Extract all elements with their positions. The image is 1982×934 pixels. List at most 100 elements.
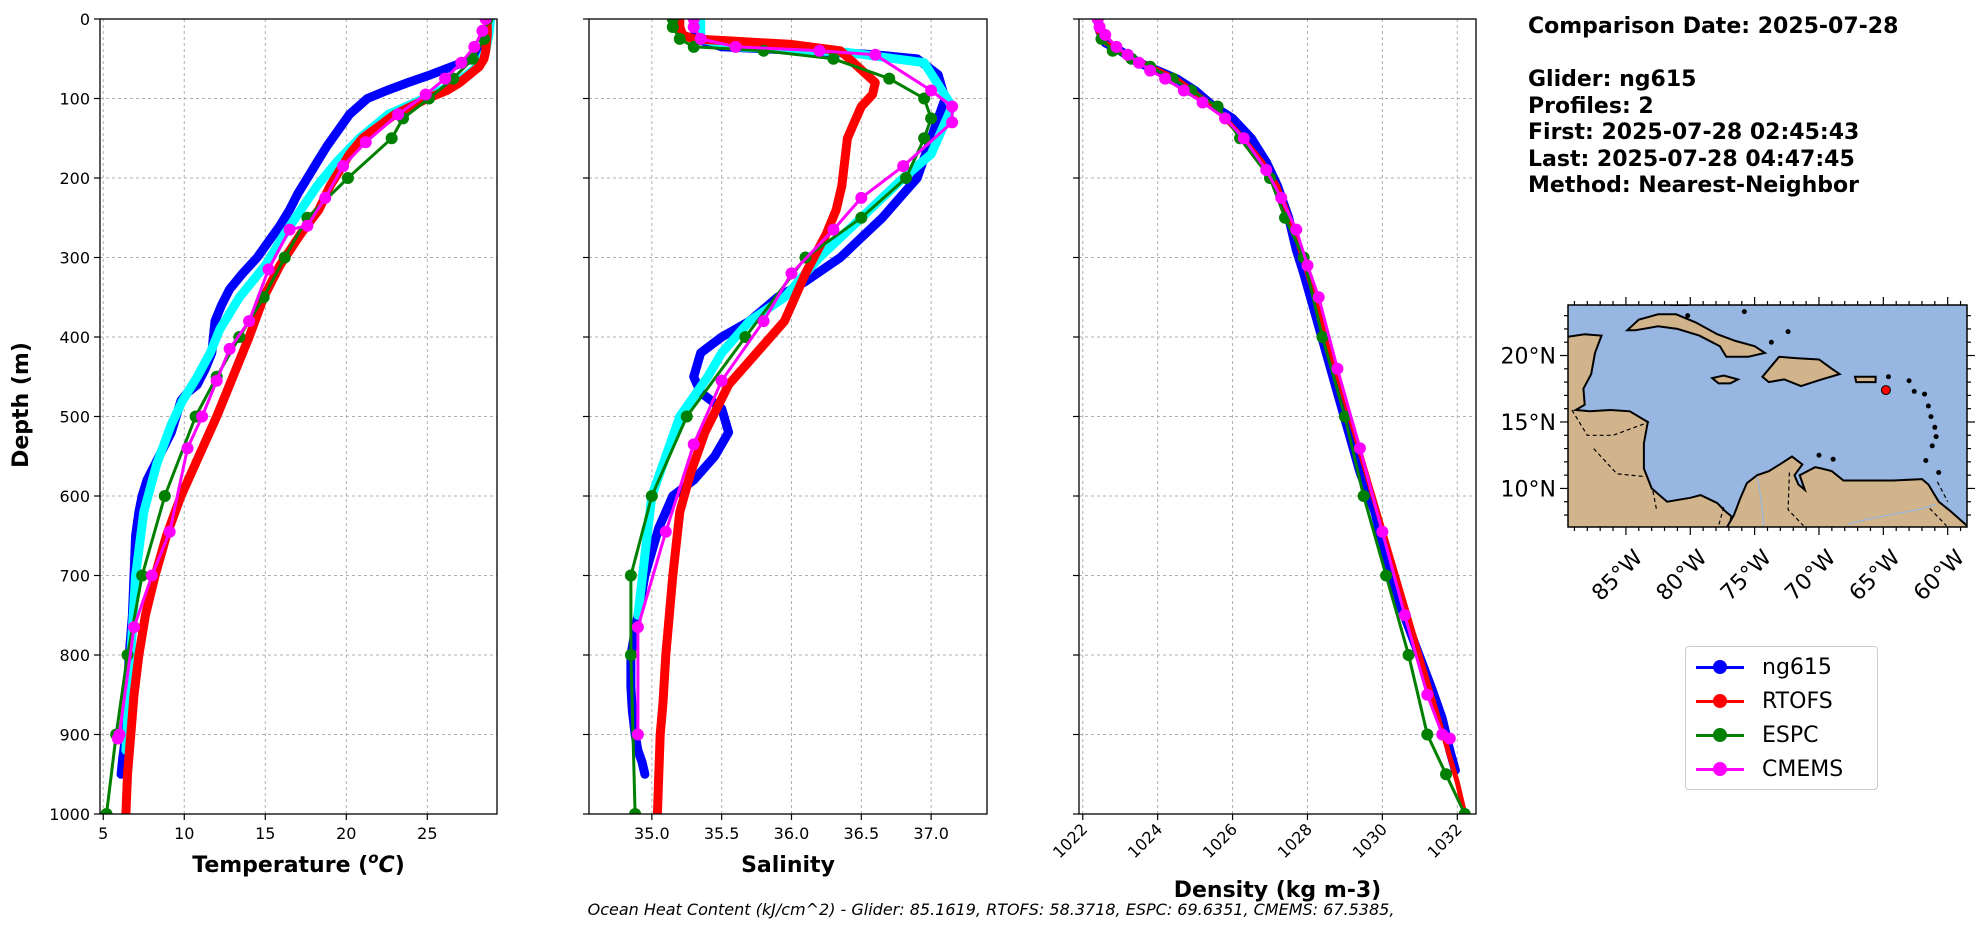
data-point-ESPC [687,40,700,53]
data-point-CMEMS [827,223,840,236]
map-lat-label: 10°N [1501,477,1556,502]
legend: ng615 RTOFS ESPC CMEMS [1685,646,1878,790]
profile-count: Profiles: 2 [1528,93,1654,119]
data-point-ESPC [1380,569,1393,582]
y-tick-label: 200 [59,169,90,188]
island-dot [1911,388,1917,394]
map-lon-label: 65°W [1845,545,1906,606]
legend-label: RTOFS [1762,688,1833,714]
legend-label: CMEMS [1762,756,1844,782]
x-tick-label: 1024 [1124,820,1166,862]
method: Method: Nearest-Neighbor [1528,173,1859,198]
legend-label: ESPC [1762,722,1819,748]
x-tick-label: 25 [417,824,437,843]
land-south-america [1725,455,1967,527]
data-point-CMEMS [897,160,910,173]
data-point-CMEMS [855,191,868,204]
data-point-CMEMS [687,438,700,451]
data-point-CMEMS [1398,609,1411,622]
data-point-CMEMS [337,160,350,173]
data-point-CMEMS [243,315,256,328]
data-point-CMEMS [869,48,882,61]
data-point-CMEMS [1237,132,1250,145]
series-line-glider-secondary [121,19,495,755]
island-dot [1741,309,1747,315]
legend-item-cmems: CMEMS [1696,755,1843,783]
data-point-CMEMS [468,40,481,53]
map-lon-label: 80°W [1652,545,1713,606]
data-point-CMEMS [1290,223,1303,236]
legend-swatch [1696,687,1744,715]
y-tick-label: 600 [59,487,90,506]
legend-item-ng615: ng615 [1696,653,1832,681]
data-point-ESPC [1402,649,1415,661]
data-point-CMEMS [1132,56,1145,69]
data-point-ESPC [645,490,658,502]
x-tick-label: 20 [336,824,356,843]
series-group [100,19,495,814]
data-point-CMEMS [757,315,770,328]
data-point-CMEMS [392,108,405,121]
data-point-CMEMS [455,56,468,69]
island-dot [1922,391,1928,397]
data-point-CMEMS [1110,40,1123,53]
x-tick-label: 35.0 [634,824,670,843]
data-point-CMEMS [111,732,124,745]
data-point-CMEMS [1421,688,1434,701]
data-point-CMEMS [1376,525,1389,538]
data-point-CMEMS [262,263,275,276]
data-point-CMEMS [1177,84,1190,97]
data-point-ESPC [918,92,931,105]
y-axis-label: Depth (m) [9,342,34,468]
data-point-ESPC [278,251,291,264]
x-tick-label: 1032 [1424,820,1466,862]
data-point-ESPC [341,172,354,184]
data-point-ESPC [925,112,938,125]
unit: C [379,853,395,878]
border-costa-rica [1652,490,1658,512]
data-point-CMEMS [181,442,194,455]
data-point-ESPC [1357,490,1370,502]
series-line-ng615 [1093,19,1460,775]
data-point-ESPC [1316,331,1329,343]
series-group [624,19,959,814]
data-point-CMEMS [359,136,372,149]
x-tick-label: 35.5 [704,824,740,843]
data-point-ESPC [1421,728,1434,741]
data-point-ESPC [624,649,637,661]
map-lon-label: 60°W [1909,545,1970,606]
data-point-CMEMS [1301,259,1314,272]
island-dot [1923,458,1929,464]
y-tick-label: 1000 [49,805,90,824]
legend-item-rtofs: RTOFS [1696,687,1833,715]
location-map: 20°N 15°N 10°N 85°W 80°W 75°W 70°W 65°W 60°W [1501,297,1975,606]
data-point-CMEMS [715,374,728,387]
y-tick-label: 700 [59,567,90,586]
data-point-CMEMS [694,32,707,45]
data-point-CMEMS [319,191,332,204]
island-dot [1785,329,1791,335]
legend-item-espc: ESPC [1696,721,1819,749]
island-dot [1685,313,1691,319]
y-tick-label: 400 [59,328,90,347]
land-puerto-rico [1853,375,1877,384]
data-point-CMEMS [476,24,489,37]
data-point-CMEMS [946,116,959,129]
data-point-CMEMS [1443,732,1456,745]
island-dot [1830,456,1836,462]
data-point-ESPC [1338,410,1351,423]
data-point-CMEMS [163,525,176,538]
data-point-CMEMS [785,267,798,280]
glider-location-marker [1880,385,1891,396]
map-lon-label: 85°W [1587,545,1648,606]
x-tick-label: 1022 [1049,820,1091,862]
island-dot [1929,443,1935,449]
data-point-CMEMS [813,44,826,57]
data-point-ESPC [680,410,693,423]
x-tick-label: 36.0 [774,824,810,843]
data-point-CMEMS [196,410,209,423]
island-dot [1928,414,1934,420]
glider-name: Glider: ng615 [1528,67,1697,92]
map-lat-label: 20°N [1501,345,1556,370]
